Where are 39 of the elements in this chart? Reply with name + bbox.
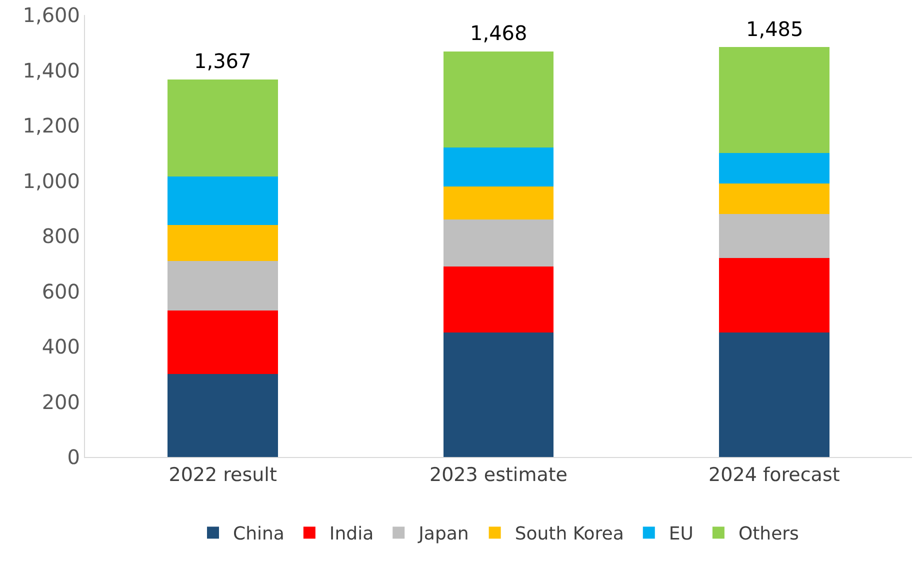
legend-label: Others	[738, 524, 799, 545]
y-tick-label: 600	[42, 279, 80, 304]
bar	[443, 148, 554, 186]
bar	[443, 186, 554, 220]
bar	[719, 258, 830, 333]
legend-label: Japan	[418, 524, 469, 545]
y-tick-label: 200	[42, 390, 80, 414]
y-tick-label: 1,600	[22, 3, 80, 27]
bar	[168, 176, 278, 225]
bar	[719, 184, 830, 214]
y-tick-label: 1,000	[22, 168, 80, 193]
bar	[443, 332, 554, 457]
bar	[168, 79, 278, 177]
y-tick-label: 400	[42, 334, 80, 358]
bar	[443, 219, 554, 266]
bar	[443, 51, 554, 148]
bar	[168, 374, 278, 457]
bar	[719, 46, 830, 154]
bar	[719, 332, 830, 457]
total-label: 1,485	[746, 17, 804, 41]
legend-label: South Korea	[514, 524, 624, 545]
legend-label: India	[329, 524, 374, 545]
y-tick-label: 800	[42, 224, 80, 248]
legend-label: EU	[668, 524, 694, 545]
bar	[168, 260, 278, 311]
x-tick-label: 2024 forecast	[708, 464, 840, 486]
total-label: 1,468	[470, 21, 528, 45]
y-tick-label: 1,400	[22, 58, 80, 82]
x-tick-label: 2023 estimate	[429, 464, 568, 486]
y-tick-label: 0	[67, 445, 80, 469]
bar	[443, 266, 554, 333]
x-tick-label: 2022 result	[168, 464, 277, 486]
bar	[168, 224, 278, 261]
total-label: 1,367	[194, 49, 252, 73]
y-tick-label: 1,200	[22, 114, 80, 138]
bar	[719, 153, 830, 184]
bar	[168, 310, 278, 374]
legend-label: China	[233, 524, 284, 545]
bar	[719, 214, 830, 258]
